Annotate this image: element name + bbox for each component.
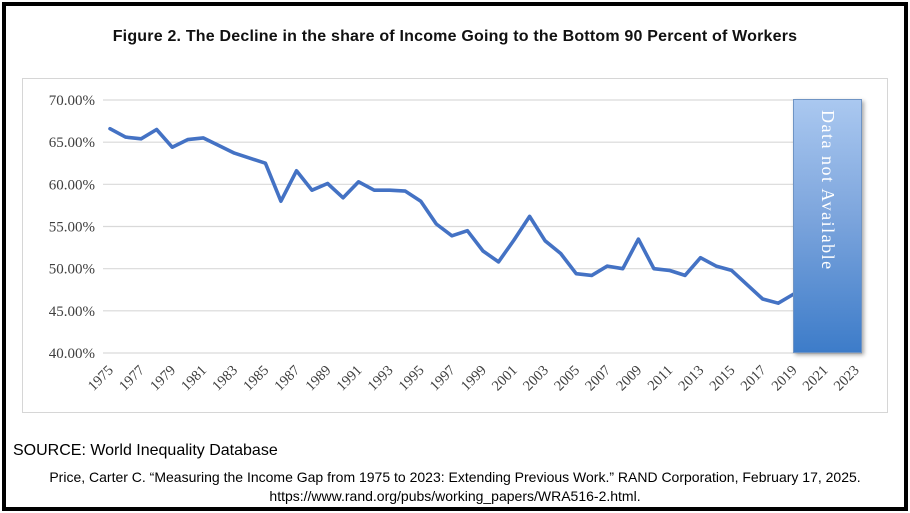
x-axis-tick-label: 2011 — [645, 363, 676, 394]
x-axis-tick-label: 1993 — [365, 363, 397, 395]
source-note: SOURCE: World Inequality Database — [13, 442, 278, 459]
x-axis-tick-label: 1979 — [147, 363, 179, 395]
chart-area: 70.00% 65.00% 60.00% 55.00% 50.00% 45.00% 40.0… — [22, 78, 888, 413]
y-axis-tick-label: 40.00% — [49, 346, 95, 362]
plot-svg: 70.00% 65.00% 60.00% 55.00% 50.00% 45.00% 40.0… — [49, 93, 863, 395]
x-axis-tick-label: 1981 — [178, 363, 210, 395]
income-share-line — [108, 126, 796, 305]
x-axis-tick-label: 1985 — [240, 363, 272, 395]
x-axis-tick-label: 1987 — [272, 363, 304, 395]
y-axis-tick-label: 65.00% — [49, 135, 95, 151]
x-axis-tick-label: 2005 — [551, 363, 583, 395]
citation-url: https://www.rand.org/pubs/working_papers… — [269, 488, 641, 504]
x-axis-tick-label: 2023 — [831, 363, 863, 395]
x-axis-tick-label: 1983 — [209, 363, 241, 395]
y-axis-tick-label: 60.00% — [49, 177, 95, 193]
x-axis-tick-label: 1989 — [303, 363, 335, 395]
x-axis-tick-label: 1977 — [116, 363, 148, 395]
y-axis-tick-label: 70.00% — [49, 93, 95, 109]
x-axis-tick-label: 2021 — [800, 363, 832, 395]
x-axis-tick-label: 2013 — [676, 363, 708, 395]
x-axis-tick-label: 2019 — [769, 363, 801, 395]
y-axis-tick-label: 55.00% — [49, 220, 95, 236]
x-axis-tick-label: 2007 — [582, 363, 614, 395]
x-axis-tick-label: 1999 — [458, 363, 490, 395]
x-axis-tick-label: 1997 — [427, 363, 459, 395]
x-axis-tick-label: 2001 — [489, 363, 521, 395]
x-axis-tick-label: 1991 — [334, 363, 366, 395]
figure-title: Figure 2. The Decline in the share of In… — [112, 28, 798, 45]
citation-text: Price, Carter C. “Measuring the Income G… — [49, 469, 861, 485]
x-axis-tick-label: 2017 — [738, 363, 770, 395]
x-axis-tick-label: 2015 — [707, 363, 739, 395]
x-axis-tick-label: 1995 — [396, 363, 428, 395]
data-not-available-overlay: Data not Available — [793, 99, 862, 353]
x-axis-tick-label: 2003 — [520, 363, 552, 395]
y-axis-tick-label: 45.00% — [49, 304, 95, 320]
y-axis-tick-label: 50.00% — [49, 262, 95, 278]
x-axis-tick-label: 1975 — [85, 363, 117, 395]
x-axis-tick-label: 2009 — [613, 363, 645, 395]
data-not-available-label: Data not Available — [818, 110, 838, 271]
